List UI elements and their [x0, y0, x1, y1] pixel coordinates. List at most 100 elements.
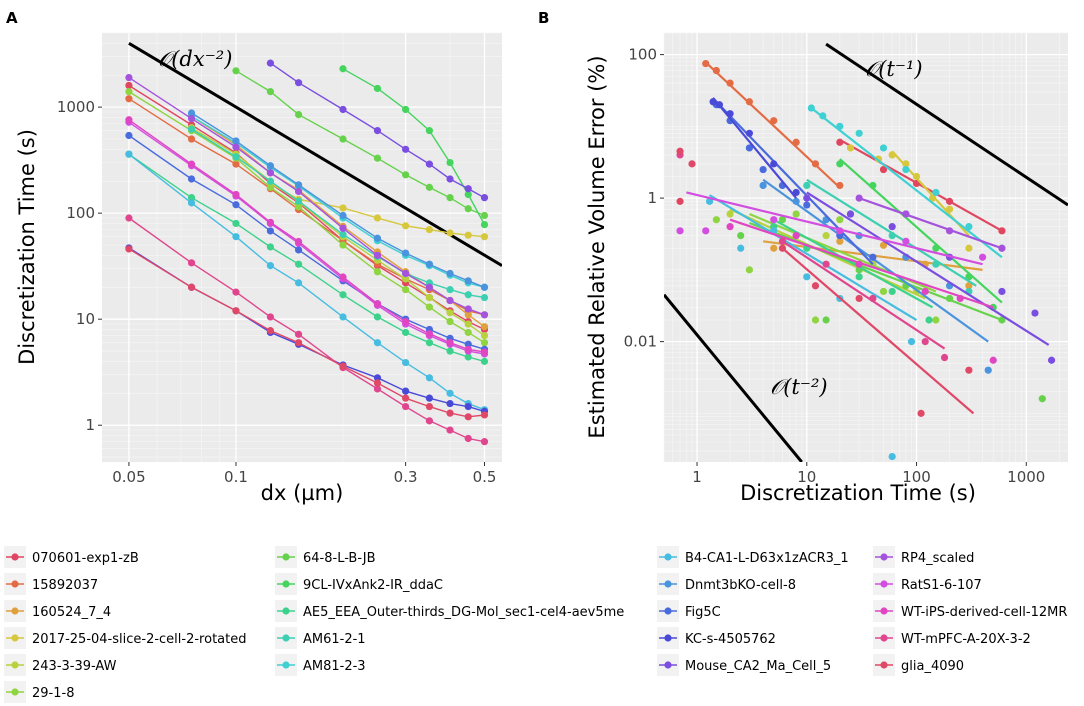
data-point	[803, 201, 811, 209]
data-point	[480, 332, 489, 340]
legend-marker	[664, 553, 672, 561]
legend-label: WT-mPFC-A-20X-3-2	[901, 632, 1031, 647]
panel-b-x-axis-title: Discretization Time (s)	[740, 481, 976, 505]
data-point	[232, 143, 240, 151]
data-point	[480, 438, 489, 446]
data-point	[402, 358, 410, 367]
legend-marker	[282, 607, 290, 615]
data-point	[232, 153, 240, 161]
data-point	[879, 144, 888, 152]
data-point	[836, 237, 844, 245]
data-point	[232, 160, 240, 168]
data-point	[811, 282, 820, 290]
legend-marker	[282, 553, 290, 561]
data-point	[688, 160, 696, 168]
data-point	[745, 144, 753, 152]
legend-label: AM81-2-3	[303, 659, 366, 674]
data-point	[266, 162, 275, 170]
data-point	[726, 79, 734, 87]
data-point	[480, 411, 489, 419]
data-point	[480, 311, 489, 319]
data-point	[266, 169, 275, 177]
data-point	[232, 201, 240, 209]
data-point	[464, 328, 472, 337]
data-point	[339, 105, 347, 114]
data-point	[965, 223, 973, 231]
data-point	[187, 259, 196, 267]
panel-label-b: B	[538, 9, 549, 27]
series-line	[235, 70, 485, 217]
data-point	[745, 266, 753, 274]
data-point	[902, 165, 910, 174]
data-point	[402, 275, 410, 283]
data-point	[425, 293, 434, 302]
x-tick-label: 0.05	[112, 468, 145, 486]
legend-label: Fig5C	[685, 605, 721, 620]
data-point	[125, 245, 133, 253]
data-point	[464, 311, 472, 319]
data-point	[294, 260, 303, 268]
legend-marker	[664, 661, 672, 669]
data-point	[480, 220, 489, 229]
data-point	[402, 317, 410, 326]
data-point	[480, 339, 489, 347]
data-point	[759, 165, 767, 174]
y-tick-label: 1	[85, 416, 95, 434]
data-point	[187, 114, 196, 123]
data-point	[402, 328, 410, 337]
legend-label: Mouse_CA2_Ma_Cell_5	[685, 659, 831, 674]
data-point	[726, 210, 734, 218]
data-point	[888, 287, 896, 296]
data-point	[984, 366, 992, 374]
data-point	[965, 244, 973, 252]
data-point	[402, 394, 410, 402]
y-tick-label: 100	[66, 204, 95, 222]
fit-line	[762, 178, 989, 343]
data-point	[770, 216, 778, 224]
data-point	[855, 294, 863, 303]
y-tick-label: 1000	[57, 98, 95, 116]
data-point	[480, 283, 489, 291]
data-point	[373, 154, 382, 162]
data-point	[266, 313, 275, 321]
clipped-marks	[664, 42, 1068, 462]
data-point	[373, 339, 382, 347]
data-point	[770, 117, 778, 125]
legend-marker	[11, 553, 19, 561]
data-point	[339, 362, 347, 370]
data-point	[294, 279, 303, 287]
data-point	[232, 233, 240, 241]
data-point	[836, 216, 844, 224]
y-tick-label: 1	[647, 189, 657, 207]
data-point	[869, 253, 877, 261]
data-point	[803, 194, 811, 202]
fit-line	[839, 138, 1003, 232]
data-point	[1047, 356, 1056, 364]
data-point	[339, 204, 347, 212]
data-point	[373, 379, 382, 387]
data-point	[232, 190, 240, 199]
data-point	[425, 394, 434, 402]
data-point	[998, 244, 1006, 252]
data-point	[480, 357, 489, 365]
fit-line	[781, 240, 946, 350]
data-point	[879, 241, 888, 249]
data-point	[737, 232, 745, 240]
data-point	[446, 229, 454, 237]
data-point	[266, 327, 275, 335]
data-point	[266, 183, 275, 191]
data-point	[855, 273, 863, 281]
data-point	[373, 84, 382, 93]
legend-marker	[880, 580, 888, 588]
fit-line	[715, 101, 874, 265]
y-tick-label: 100	[628, 46, 657, 64]
data-point	[965, 282, 973, 290]
data-point	[480, 211, 489, 220]
x-tick-label: 1	[692, 468, 702, 486]
data-point	[125, 73, 133, 82]
data-point	[187, 194, 196, 202]
data-point	[373, 127, 382, 135]
legend: 070601-exp1-zB 15892037 160524_7_4 2017-25-…	[4, 546, 1067, 703]
legend-marker	[664, 580, 672, 588]
